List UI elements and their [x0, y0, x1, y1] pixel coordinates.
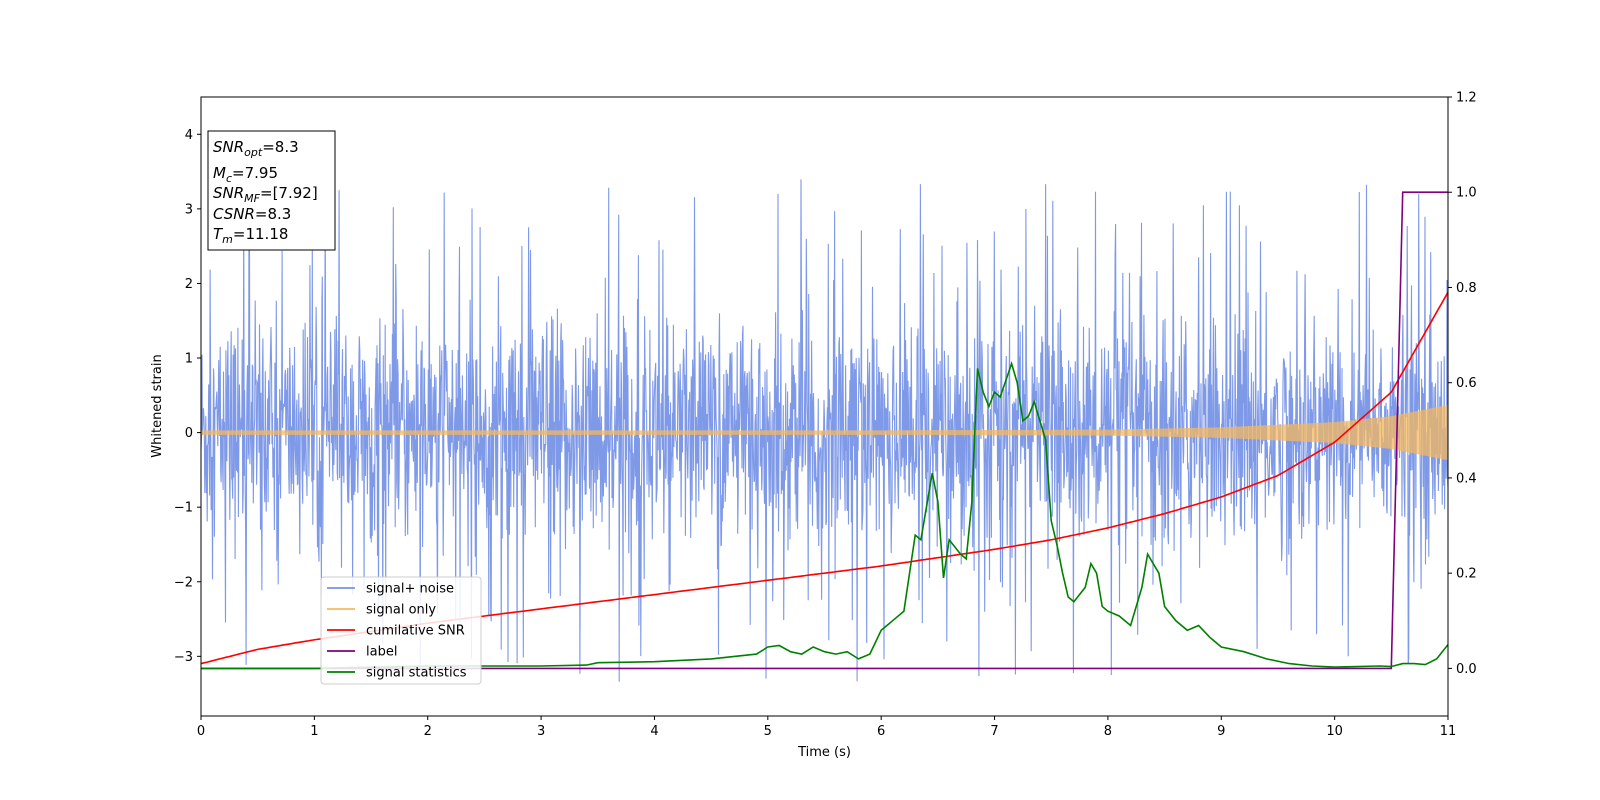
legend-label: signal statistics: [366, 666, 467, 681]
x-tick-label: 9: [1217, 724, 1225, 739]
y-tick-label: −1: [174, 501, 193, 516]
series-line-signal-statistics: [201, 360, 1448, 670]
info-box-line: Mc=7.95: [213, 164, 278, 185]
x-tick-label: 0: [197, 724, 205, 739]
plot-frame: [200, 96, 1449, 717]
x-axis: 0 1 2 3 4 5 6 7 8 9 10 11: [197, 716, 1456, 739]
y2-tick-label: 0.8: [1456, 281, 1477, 296]
y-axis-left: −3 −2 −1 0 1 2 3 4: [174, 128, 201, 665]
legend-label: label: [366, 645, 397, 660]
series-layer: [201, 179, 1448, 682]
y2-tick-label: 0.4: [1456, 471, 1477, 486]
y2-tick-label: 0.6: [1456, 376, 1477, 391]
y2-tick-label: 0.2: [1456, 567, 1477, 582]
y2-tick-label: 1.2: [1456, 91, 1477, 106]
y-tick-label: −2: [174, 575, 193, 590]
series-line-signal-plus-noise: [201, 179, 1448, 682]
y2-tick-label: 0.0: [1456, 662, 1477, 677]
y-axis-right: 0.0 0.2 0.4 0.6 0.8 1.0 1.2: [1448, 91, 1477, 677]
legend: signal+ noise signal only cumilative SNR la…: [320, 576, 482, 685]
x-tick-label: 5: [764, 724, 772, 739]
x-tick-label: 1: [310, 724, 318, 739]
y-tick-label: −3: [174, 650, 193, 665]
legend-label: signal only: [366, 603, 436, 618]
series-line-label: [201, 191, 1448, 670]
legend-frame: [320, 576, 482, 685]
legend-label: cumilative SNR: [366, 624, 465, 639]
y-tick-label: 4: [185, 128, 193, 143]
x-tick-label: 8: [1104, 724, 1112, 739]
x-tick-label: 11: [1440, 724, 1457, 739]
y-tick-label: 0: [185, 426, 193, 441]
x-tick-label: 7: [990, 724, 998, 739]
y2-tick-label: 1.0: [1456, 186, 1477, 201]
series-line-signal-only: [201, 405, 1448, 461]
x-tick-label: 4: [650, 724, 658, 739]
y-axis-label: Whitened strain: [150, 354, 165, 457]
info-box-line: Tm=11.18: [213, 225, 288, 246]
x-tick-label: 3: [537, 724, 545, 739]
info-box-line: CSNR=8.3: [213, 205, 291, 223]
y-tick-label: 3: [185, 202, 193, 217]
x-tick-label: 10: [1326, 724, 1343, 739]
x-tick-label: 2: [424, 724, 432, 739]
info-box-line: SNRMF=[7.92]: [213, 184, 318, 205]
y-tick-label: 2: [185, 277, 193, 292]
legend-label: signal+ noise: [366, 582, 454, 597]
x-axis-label: Time (s): [797, 745, 851, 760]
info-box-line: SNRopt=8.3: [213, 138, 299, 159]
y-tick-label: 1: [185, 352, 193, 367]
info-box-frame: [207, 130, 336, 251]
x-tick-label: 6: [877, 724, 885, 739]
